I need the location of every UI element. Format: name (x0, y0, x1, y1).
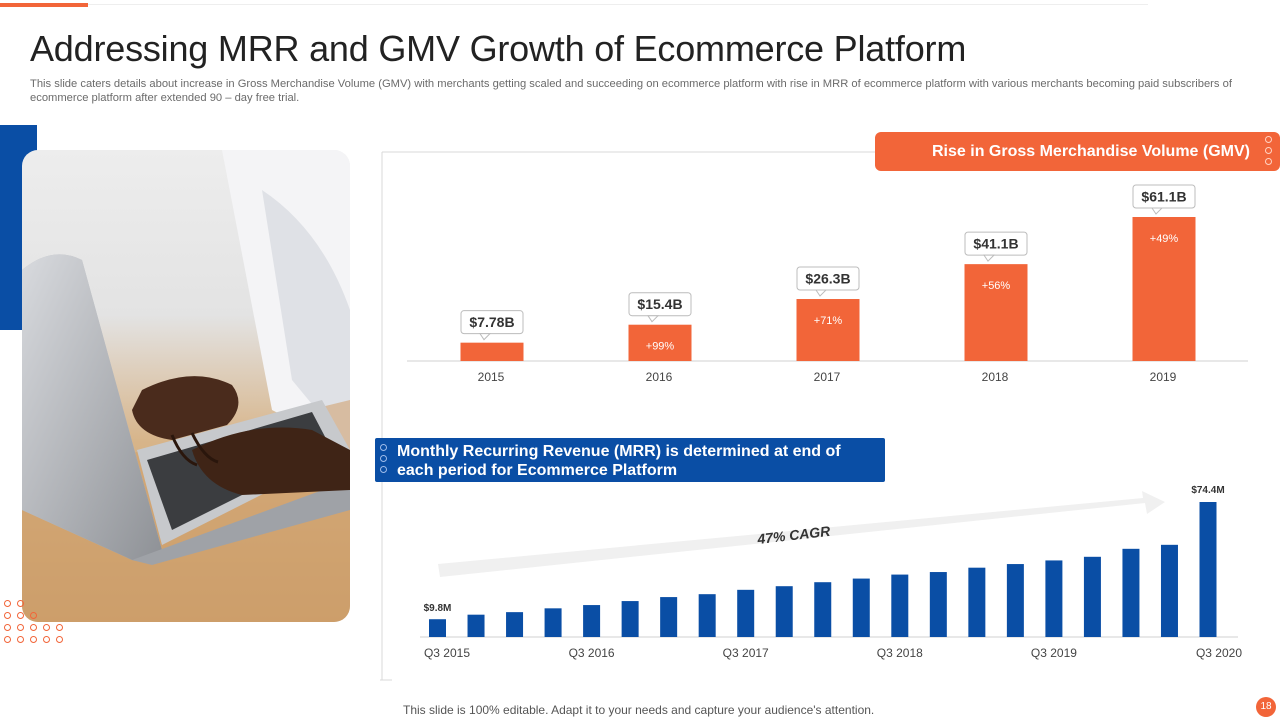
gmv-callout-pointer (647, 315, 660, 323)
gmv-bar-2018 (964, 264, 1028, 361)
decorative-dots (4, 600, 70, 644)
gmv-value-label: $61.1B (1141, 189, 1186, 205)
mrr-tick-label: Q3 2015 (424, 646, 470, 660)
mrr-bar-Q4-2017 (775, 586, 793, 637)
gmv-callout-pointer (1151, 207, 1164, 215)
mrr-bar-Q1-2018 (814, 582, 832, 637)
mrr-bar-Q4-2018 (929, 572, 947, 637)
cagr-arrow (438, 491, 1165, 577)
gmv-callout-pointer (815, 289, 828, 297)
mrr-bar-Q2-2020 (1160, 544, 1178, 637)
charts-container: $7.78B 2015 $15.4B +99% 2016 $26.3B +71% 2017 $4… (380, 150, 1280, 685)
mrr-bar-Q1-2016 (506, 612, 524, 637)
gmv-banner-dots (1265, 136, 1274, 168)
gmv-value-callout (628, 292, 692, 317)
footer-note: This slide is 100% editable. Adapt it to… (403, 703, 875, 717)
gmv-callout-pointer (983, 254, 996, 262)
page-subtitle: This slide caters details about increase… (30, 78, 1232, 104)
gmv-bar-2015 (460, 342, 524, 361)
gmv-tick-label: 2019 (1150, 370, 1177, 384)
mrr-bar-Q2-2017 (698, 594, 716, 637)
mrr-banner-label: Monthly Recurring Revenue (MRR) is deter… (397, 443, 841, 479)
mrr-tick-label: Q3 2017 (723, 646, 769, 660)
gmv-bar-2019 (1132, 217, 1196, 361)
mrr-bar-Q2-2018 (852, 578, 870, 637)
mrr-bar-Q4-2016 (621, 601, 639, 637)
mrr-bar-Q3-2017 (737, 589, 755, 637)
mrr-bar-Q4-2019 (1083, 556, 1101, 637)
gmv-growth-label: +99% (646, 341, 675, 353)
mrr-tick-label: Q3 2020 (1196, 646, 1242, 660)
gmv-growth-label: +56% (982, 280, 1011, 292)
mrr-banner: Monthly Recurring Revenue (MRR) is deter… (375, 438, 885, 482)
mrr-bar-Q3-2018 (891, 574, 909, 637)
gmv-value-callout (460, 310, 524, 335)
mrr-bar-Q1-2017 (660, 597, 678, 637)
mrr-bar-Q1-2020 (1122, 548, 1140, 637)
mrr-bar-Q3-2019 (1045, 560, 1063, 637)
gmv-tick-label: 2016 (646, 370, 673, 384)
mrr-bar-Q3-2020 (1199, 502, 1217, 637)
gmv-value-label: $26.3B (805, 271, 850, 287)
mrr-tick-label: Q3 2018 (877, 646, 923, 660)
gmv-tick-label: 2015 (478, 370, 505, 384)
gmv-bar-2016 (628, 324, 692, 361)
mrr-bar-Q4-2015 (467, 614, 485, 637)
gmv-tick-label: 2018 (982, 370, 1009, 384)
mrr-banner-dots (380, 444, 389, 478)
gmv-value-callout (964, 231, 1028, 256)
mrr-bar-Q3-2015 (429, 619, 446, 637)
gmv-tick-label: 2017 (814, 370, 841, 384)
gmv-value-callout (1132, 184, 1196, 209)
page-number: 18 (1256, 697, 1276, 717)
gmv-value-label: $7.78B (469, 314, 514, 330)
mrr-first-value-label: $9.8M (424, 603, 452, 614)
gmv-banner-label: Rise in Gross Merchandise Volume (GMV) (932, 143, 1250, 160)
gmv-growth-label: +49% (1150, 233, 1179, 245)
laptop-illustration (22, 150, 350, 622)
gmv-value-label: $41.1B (973, 236, 1018, 252)
top-divider (88, 4, 1148, 5)
top-accent-bar (0, 3, 88, 7)
mrr-last-value-label: $74.4M (1191, 485, 1224, 496)
mrr-tick-label: Q3 2019 (1031, 646, 1077, 660)
gmv-bar-2017 (796, 299, 860, 361)
gmv-banner: Rise in Gross Merchandise Volume (GMV) (875, 132, 1280, 171)
charts-svg: $7.78B 2015 $15.4B +99% 2016 $26.3B +71% 2017 $4… (380, 151, 1248, 681)
mrr-bar-Q3-2016 (583, 605, 601, 637)
mrr-bar-Q2-2019 (1006, 564, 1024, 637)
mrr-bar-Q2-2016 (544, 608, 562, 637)
cagr-label: 47% CAGR (756, 523, 832, 547)
gmv-value-callout (796, 266, 860, 291)
gmv-growth-label: +71% (814, 315, 843, 327)
page-title: Addressing MRR and GMV Growth of Ecommer… (30, 28, 967, 69)
mrr-tick-label: Q3 2016 (569, 646, 615, 660)
mrr-bar-Q1-2019 (968, 567, 986, 637)
laptop-photo (22, 150, 350, 622)
gmv-value-label: $15.4B (637, 296, 682, 312)
gmv-callout-pointer (479, 333, 492, 341)
